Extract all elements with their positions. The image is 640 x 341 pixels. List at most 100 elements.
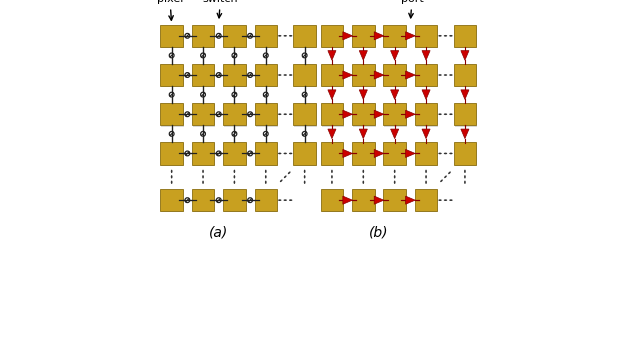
Ellipse shape <box>448 172 451 174</box>
Ellipse shape <box>444 74 447 76</box>
Text: (b): (b) <box>369 225 388 239</box>
FancyBboxPatch shape <box>293 25 316 47</box>
Ellipse shape <box>284 74 287 76</box>
Polygon shape <box>422 50 430 60</box>
FancyBboxPatch shape <box>416 65 438 87</box>
Ellipse shape <box>331 169 333 173</box>
Ellipse shape <box>289 153 292 154</box>
Ellipse shape <box>278 74 282 76</box>
Ellipse shape <box>331 180 333 184</box>
FancyBboxPatch shape <box>223 189 246 211</box>
Ellipse shape <box>289 113 292 115</box>
FancyBboxPatch shape <box>192 64 214 86</box>
FancyBboxPatch shape <box>192 25 214 47</box>
Polygon shape <box>359 90 367 100</box>
Ellipse shape <box>171 169 173 173</box>
FancyBboxPatch shape <box>192 189 214 211</box>
Ellipse shape <box>444 113 447 115</box>
Text: (a): (a) <box>209 225 228 239</box>
FancyBboxPatch shape <box>193 190 215 212</box>
FancyBboxPatch shape <box>193 104 215 127</box>
FancyBboxPatch shape <box>255 189 277 211</box>
FancyBboxPatch shape <box>161 25 183 47</box>
FancyBboxPatch shape <box>322 65 344 87</box>
FancyBboxPatch shape <box>454 143 477 166</box>
FancyBboxPatch shape <box>161 190 184 212</box>
FancyBboxPatch shape <box>385 104 407 127</box>
Polygon shape <box>374 149 384 158</box>
Polygon shape <box>343 71 353 79</box>
Ellipse shape <box>444 35 447 37</box>
FancyBboxPatch shape <box>224 104 246 127</box>
FancyBboxPatch shape <box>383 64 406 86</box>
FancyBboxPatch shape <box>383 142 406 165</box>
FancyBboxPatch shape <box>385 190 407 212</box>
FancyBboxPatch shape <box>293 64 316 86</box>
FancyBboxPatch shape <box>385 26 407 48</box>
FancyBboxPatch shape <box>415 189 437 211</box>
FancyBboxPatch shape <box>352 64 374 86</box>
Text: switch: switch <box>203 0 238 18</box>
FancyBboxPatch shape <box>193 143 215 166</box>
Ellipse shape <box>278 153 282 154</box>
FancyBboxPatch shape <box>255 190 278 212</box>
Ellipse shape <box>202 169 204 173</box>
Polygon shape <box>461 90 469 100</box>
FancyBboxPatch shape <box>321 25 343 47</box>
FancyBboxPatch shape <box>385 65 407 87</box>
Polygon shape <box>461 129 469 138</box>
Text: pixel: pixel <box>157 0 183 20</box>
Ellipse shape <box>171 175 173 179</box>
FancyBboxPatch shape <box>255 64 277 86</box>
FancyBboxPatch shape <box>294 26 317 48</box>
Ellipse shape <box>444 153 447 154</box>
Ellipse shape <box>265 169 267 173</box>
FancyBboxPatch shape <box>294 65 317 87</box>
Ellipse shape <box>304 180 305 184</box>
Ellipse shape <box>464 175 466 179</box>
Ellipse shape <box>394 169 396 173</box>
FancyBboxPatch shape <box>223 25 246 47</box>
FancyBboxPatch shape <box>353 143 376 166</box>
Polygon shape <box>343 110 353 118</box>
FancyBboxPatch shape <box>193 26 215 48</box>
Ellipse shape <box>304 169 305 173</box>
Polygon shape <box>422 90 430 100</box>
FancyBboxPatch shape <box>454 142 476 165</box>
Polygon shape <box>406 110 415 118</box>
FancyBboxPatch shape <box>321 103 343 125</box>
Polygon shape <box>374 110 384 118</box>
Ellipse shape <box>202 175 204 179</box>
Ellipse shape <box>449 35 452 37</box>
Polygon shape <box>374 32 384 40</box>
FancyBboxPatch shape <box>293 142 316 165</box>
Ellipse shape <box>202 180 204 184</box>
Polygon shape <box>406 149 415 158</box>
Ellipse shape <box>234 175 236 179</box>
FancyBboxPatch shape <box>416 104 438 127</box>
Ellipse shape <box>265 180 267 184</box>
FancyBboxPatch shape <box>192 142 214 165</box>
FancyBboxPatch shape <box>161 103 183 125</box>
Ellipse shape <box>288 172 291 174</box>
FancyBboxPatch shape <box>352 142 374 165</box>
Polygon shape <box>390 129 399 138</box>
Ellipse shape <box>425 180 427 184</box>
FancyBboxPatch shape <box>255 143 278 166</box>
FancyBboxPatch shape <box>161 142 183 165</box>
FancyBboxPatch shape <box>352 189 374 211</box>
Polygon shape <box>359 50 367 60</box>
Polygon shape <box>328 129 336 138</box>
Ellipse shape <box>284 199 287 201</box>
Ellipse shape <box>449 113 452 115</box>
Polygon shape <box>328 50 336 60</box>
Ellipse shape <box>425 175 427 179</box>
FancyBboxPatch shape <box>223 142 246 165</box>
Polygon shape <box>406 71 415 79</box>
Polygon shape <box>406 32 415 40</box>
FancyBboxPatch shape <box>321 142 343 165</box>
FancyBboxPatch shape <box>224 190 246 212</box>
Ellipse shape <box>464 169 466 173</box>
FancyBboxPatch shape <box>454 65 477 87</box>
Ellipse shape <box>362 169 364 173</box>
